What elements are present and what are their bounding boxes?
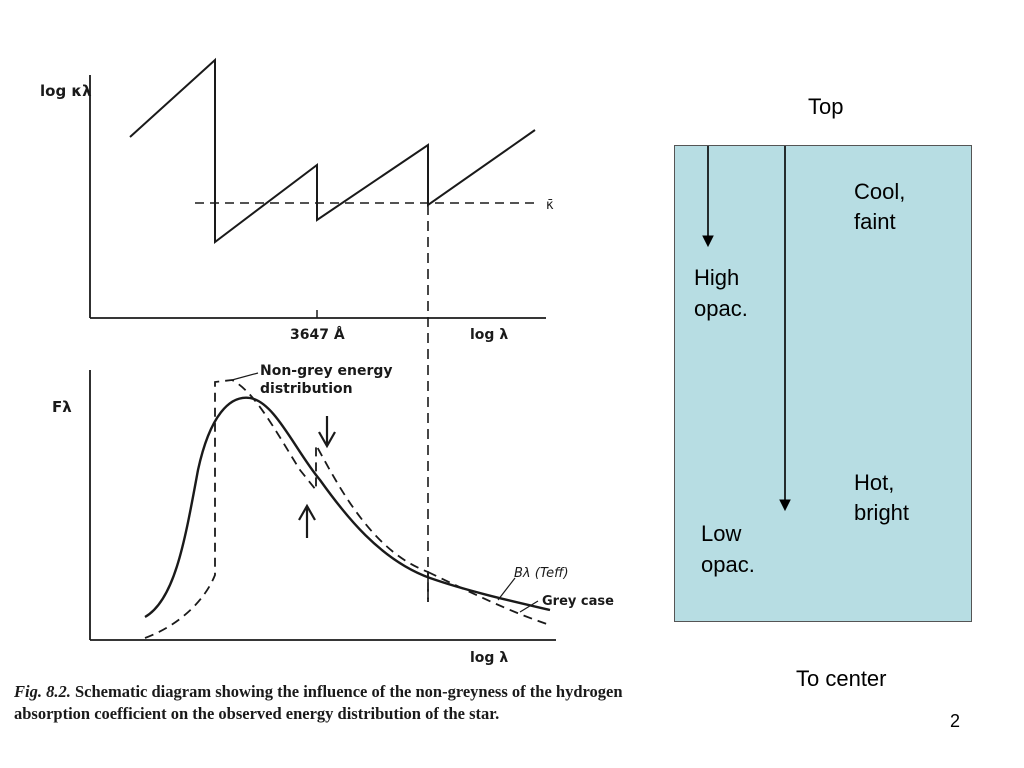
grey-label-leader [519,600,539,613]
top-plot-tick-label: 3647 Å [290,326,345,343]
down-arrow-icon [318,416,336,449]
mean-opacity-label: κ̄ [546,198,554,213]
low-opacity-label-line2: opac. [701,552,755,577]
caption-text: Schematic diagram showing the influence … [14,682,623,723]
low-opacity-label-line1: Low [701,521,742,546]
caption-prefix: Fig. 8.2. [14,682,71,701]
high-opacity-label-line2: opac. [694,296,748,321]
high-opacity-label-line1: High [694,265,740,290]
bottom-plot-ylabel: Fλ [52,398,72,416]
cool-label-line1: Cool, [854,179,906,204]
up-arrow-icon [298,503,316,538]
grey-case-label: Grey case [542,594,614,609]
top-plot [89,57,546,319]
grey-case-curve [427,571,551,626]
bottom-plot [89,370,556,641]
non-grey-distribution-curve [144,379,429,639]
top-plot-ylabel: log κλ [40,82,92,100]
planck-curve [144,396,551,619]
planck-curve-label: Bλ (Teff) [514,566,569,581]
non-grey-annotation-line2: distribution [260,381,353,397]
bottom-plot-xlabel: log λ [470,650,508,666]
cool-label-line2: faint [854,209,896,234]
column-top-label: Top [808,94,844,119]
opacity-sawtooth-curve [129,57,536,245]
non-grey-annotation-line1: Non-grey energy [260,363,393,379]
planck-label-leader [497,577,516,601]
stellar-atmosphere-column [674,145,972,622]
annotation-leader [231,372,259,381]
hot-label-line1: Hot, [854,470,895,495]
page-number: 2 [950,711,961,731]
column-bottom-label: To center [796,666,887,691]
hot-label-line2: bright [854,500,910,525]
figure-caption: Fig. 8.2. Schematic diagram showing the … [14,681,664,725]
top-plot-xlabel: log λ [470,327,508,343]
